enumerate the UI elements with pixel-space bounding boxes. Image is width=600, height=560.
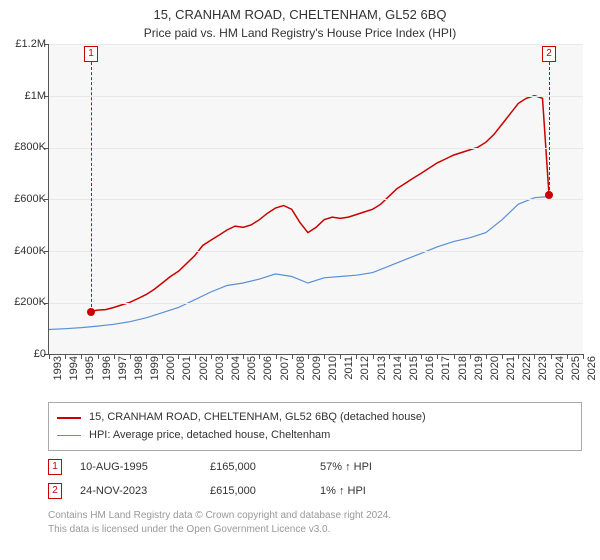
x-axis-label: 2009 bbox=[311, 356, 323, 380]
x-axis-label: 1994 bbox=[68, 356, 80, 380]
data-point-number: 2 bbox=[48, 483, 62, 499]
y-axis-label: £600K bbox=[0, 193, 46, 205]
legend-label: HPI: Average price, detached house, Chel… bbox=[89, 427, 330, 445]
gridline-h bbox=[49, 44, 583, 45]
legend-swatch bbox=[57, 435, 81, 436]
gridline-h bbox=[49, 199, 583, 200]
x-axis-label: 2007 bbox=[279, 356, 291, 380]
figure-container: 15, CRANHAM ROAD, CHELTENHAM, GL52 6BQ P… bbox=[0, 0, 600, 560]
legend-swatch bbox=[57, 417, 81, 419]
data-point-delta: 1% ↑ HPI bbox=[320, 485, 366, 497]
x-axis-label: 2019 bbox=[473, 356, 485, 380]
x-axis-label: 2003 bbox=[214, 356, 226, 380]
legend-label: 15, CRANHAM ROAD, CHELTENHAM, GL52 6BQ (… bbox=[89, 409, 426, 427]
title-line2: Price paid vs. HM Land Registry's House … bbox=[0, 24, 600, 44]
plot-area: 12 bbox=[48, 44, 583, 355]
x-axis-label: 2001 bbox=[181, 356, 193, 380]
data-points-list: 1 10-AUG-1995£165,00057% ↑ HPI 2 24-NOV-202… bbox=[48, 459, 582, 499]
data-point-price: £165,000 bbox=[210, 461, 320, 473]
data-point-delta: 57% ↑ HPI bbox=[320, 461, 372, 473]
marker-box: 1 bbox=[84, 46, 98, 62]
data-point-date: 10-AUG-1995 bbox=[80, 461, 210, 473]
x-axis-label: 2006 bbox=[262, 356, 274, 380]
data-point-row: 2 24-NOV-2023£615,0001% ↑ HPI bbox=[48, 483, 582, 499]
x-axis-label: 2021 bbox=[505, 356, 517, 380]
x-axis-label: 2013 bbox=[376, 356, 388, 380]
x-axis-label: 2017 bbox=[440, 356, 452, 380]
title-line1: 15, CRANHAM ROAD, CHELTENHAM, GL52 6BQ bbox=[0, 0, 600, 24]
x-axis-label: 2005 bbox=[246, 356, 258, 380]
x-axis-label: 2024 bbox=[554, 356, 566, 380]
x-axis-label: 2023 bbox=[537, 356, 549, 380]
x-axis-label: 2014 bbox=[392, 356, 404, 380]
x-axis-label: 2002 bbox=[198, 356, 210, 380]
x-axis-label: 1999 bbox=[149, 356, 161, 380]
x-axis-label: 2020 bbox=[489, 356, 501, 380]
x-axis-label: 1993 bbox=[52, 356, 64, 380]
gridline-h bbox=[49, 96, 583, 97]
x-axis-label: 2000 bbox=[165, 356, 177, 380]
x-axis-label: 2008 bbox=[295, 356, 307, 380]
footnote-line2: This data is licensed under the Open Gov… bbox=[48, 524, 330, 535]
x-axis-label: 2018 bbox=[457, 356, 469, 380]
y-axis-label: £200K bbox=[0, 296, 46, 308]
x-axis-label: 2004 bbox=[230, 356, 242, 380]
x-axis-label: 1997 bbox=[117, 356, 129, 380]
x-axis-label: 2015 bbox=[408, 356, 420, 380]
data-point-row: 1 10-AUG-1995£165,00057% ↑ HPI bbox=[48, 459, 582, 475]
marker-dot bbox=[545, 191, 553, 199]
data-point-price: £615,000 bbox=[210, 485, 320, 497]
y-axis-label: £1M bbox=[0, 90, 46, 102]
x-axis-label: 2010 bbox=[327, 356, 339, 380]
gridline-h bbox=[49, 251, 583, 252]
legend-and-footer: 15, CRANHAM ROAD, CHELTENHAM, GL52 6BQ (… bbox=[48, 402, 582, 537]
x-axis-label: 2016 bbox=[424, 356, 436, 380]
y-axis-label: £1.2M bbox=[0, 38, 46, 50]
gridline-h bbox=[49, 303, 583, 304]
marker-dot bbox=[87, 308, 95, 316]
legend-box: 15, CRANHAM ROAD, CHELTENHAM, GL52 6BQ (… bbox=[48, 402, 582, 451]
data-point-number: 1 bbox=[48, 459, 62, 475]
x-axis-label: 1998 bbox=[133, 356, 145, 380]
x-axis-label: 2011 bbox=[343, 356, 355, 380]
x-axis-label: 1996 bbox=[101, 356, 113, 380]
y-axis-label: £0 bbox=[0, 348, 46, 360]
y-axis-label: £400K bbox=[0, 245, 46, 257]
x-axis-label: 2025 bbox=[570, 356, 582, 380]
data-point-date: 24-NOV-2023 bbox=[80, 485, 210, 497]
x-axis-label: 2026 bbox=[586, 356, 598, 380]
x-axis-label: 2012 bbox=[359, 356, 371, 380]
marker-dash bbox=[549, 62, 550, 195]
x-axis-label: 2022 bbox=[521, 356, 533, 380]
marker-dash bbox=[91, 62, 92, 311]
marker-box: 2 bbox=[542, 46, 556, 62]
xtick bbox=[583, 354, 584, 359]
legend-row: HPI: Average price, detached house, Chel… bbox=[57, 427, 573, 445]
gridline-h bbox=[49, 148, 583, 149]
footnote: Contains HM Land Registry data © Crown c… bbox=[48, 509, 582, 537]
footnote-line1: Contains HM Land Registry data © Crown c… bbox=[48, 510, 391, 521]
y-axis-label: £800K bbox=[0, 141, 46, 153]
x-axis-label: 1995 bbox=[84, 356, 96, 380]
chart-area: 12 bbox=[48, 44, 582, 384]
x-axis-labels: 1993 1994 1995 1996 1997 1998 1999 2000 2001 2002… bbox=[48, 356, 582, 396]
series-line bbox=[49, 197, 551, 330]
legend-row: 15, CRANHAM ROAD, CHELTENHAM, GL52 6BQ (… bbox=[57, 409, 573, 427]
